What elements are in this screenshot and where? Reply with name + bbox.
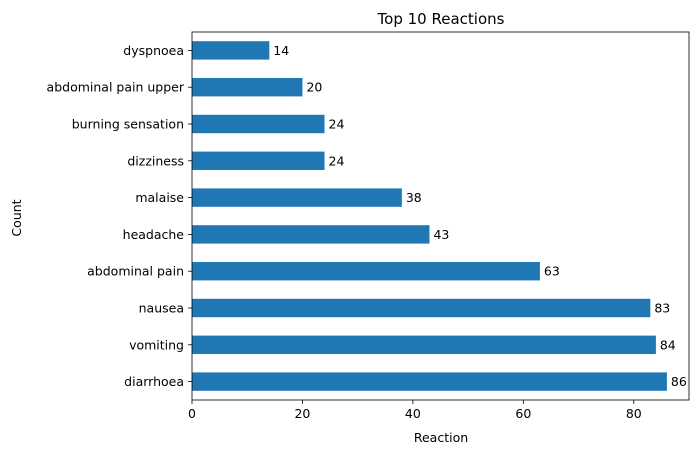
data-label: 24	[329, 117, 345, 132]
bar-burning-sensation	[192, 114, 325, 134]
y-tick-label: dizziness	[127, 153, 184, 168]
bar-dizziness	[192, 151, 325, 170]
bar-nausea	[192, 298, 651, 318]
data-label: 84	[660, 337, 676, 352]
y-tick-label: abdominal pain upper	[47, 80, 185, 95]
y-tick-label: malaise	[135, 190, 184, 205]
bar-headache	[192, 225, 430, 244]
x-tick-label: 60	[515, 406, 531, 421]
y-tick-label: burning sensation	[72, 117, 184, 132]
x-tick-label: 40	[405, 406, 421, 421]
bar-abdominal-pain	[192, 262, 540, 281]
y-tick-label: nausea	[139, 301, 184, 316]
bar-abdominal-pain-upper	[192, 78, 303, 97]
data-label: 24	[329, 153, 345, 168]
bar-vomiting	[192, 335, 656, 354]
x-axis-title: Reaction	[414, 430, 468, 445]
data-label: 14	[273, 43, 289, 58]
plot-frame	[191, 31, 690, 401]
data-label: 20	[306, 80, 322, 95]
y-tick-label: abdominal pain	[87, 264, 184, 279]
data-label: 38	[406, 190, 422, 205]
x-tick-label: 20	[294, 406, 310, 421]
bar-malaise	[192, 188, 402, 207]
data-label: 43	[433, 227, 449, 242]
y-tick-label: headache	[123, 227, 185, 242]
data-label: 83	[654, 301, 670, 316]
y-tick-label: dyspnoea	[123, 43, 184, 58]
y-tick-label: diarrhoea	[124, 374, 184, 389]
bar-diarrhoea	[192, 372, 667, 391]
data-label: 86	[671, 374, 687, 389]
plot-area: 86 diarrhoea 84 vomiting 83 nausea 63 abdominal…	[47, 31, 690, 421]
data-label: 63	[544, 264, 560, 279]
x-tick-label: 80	[626, 406, 642, 421]
chart-title: Top 10 Reactions	[377, 10, 505, 28]
y-tick-label: vomiting	[129, 337, 184, 352]
y-axis-title: Count	[9, 199, 24, 236]
x-tick-label: 0	[188, 406, 196, 421]
bar-dyspnoea	[192, 41, 270, 60]
